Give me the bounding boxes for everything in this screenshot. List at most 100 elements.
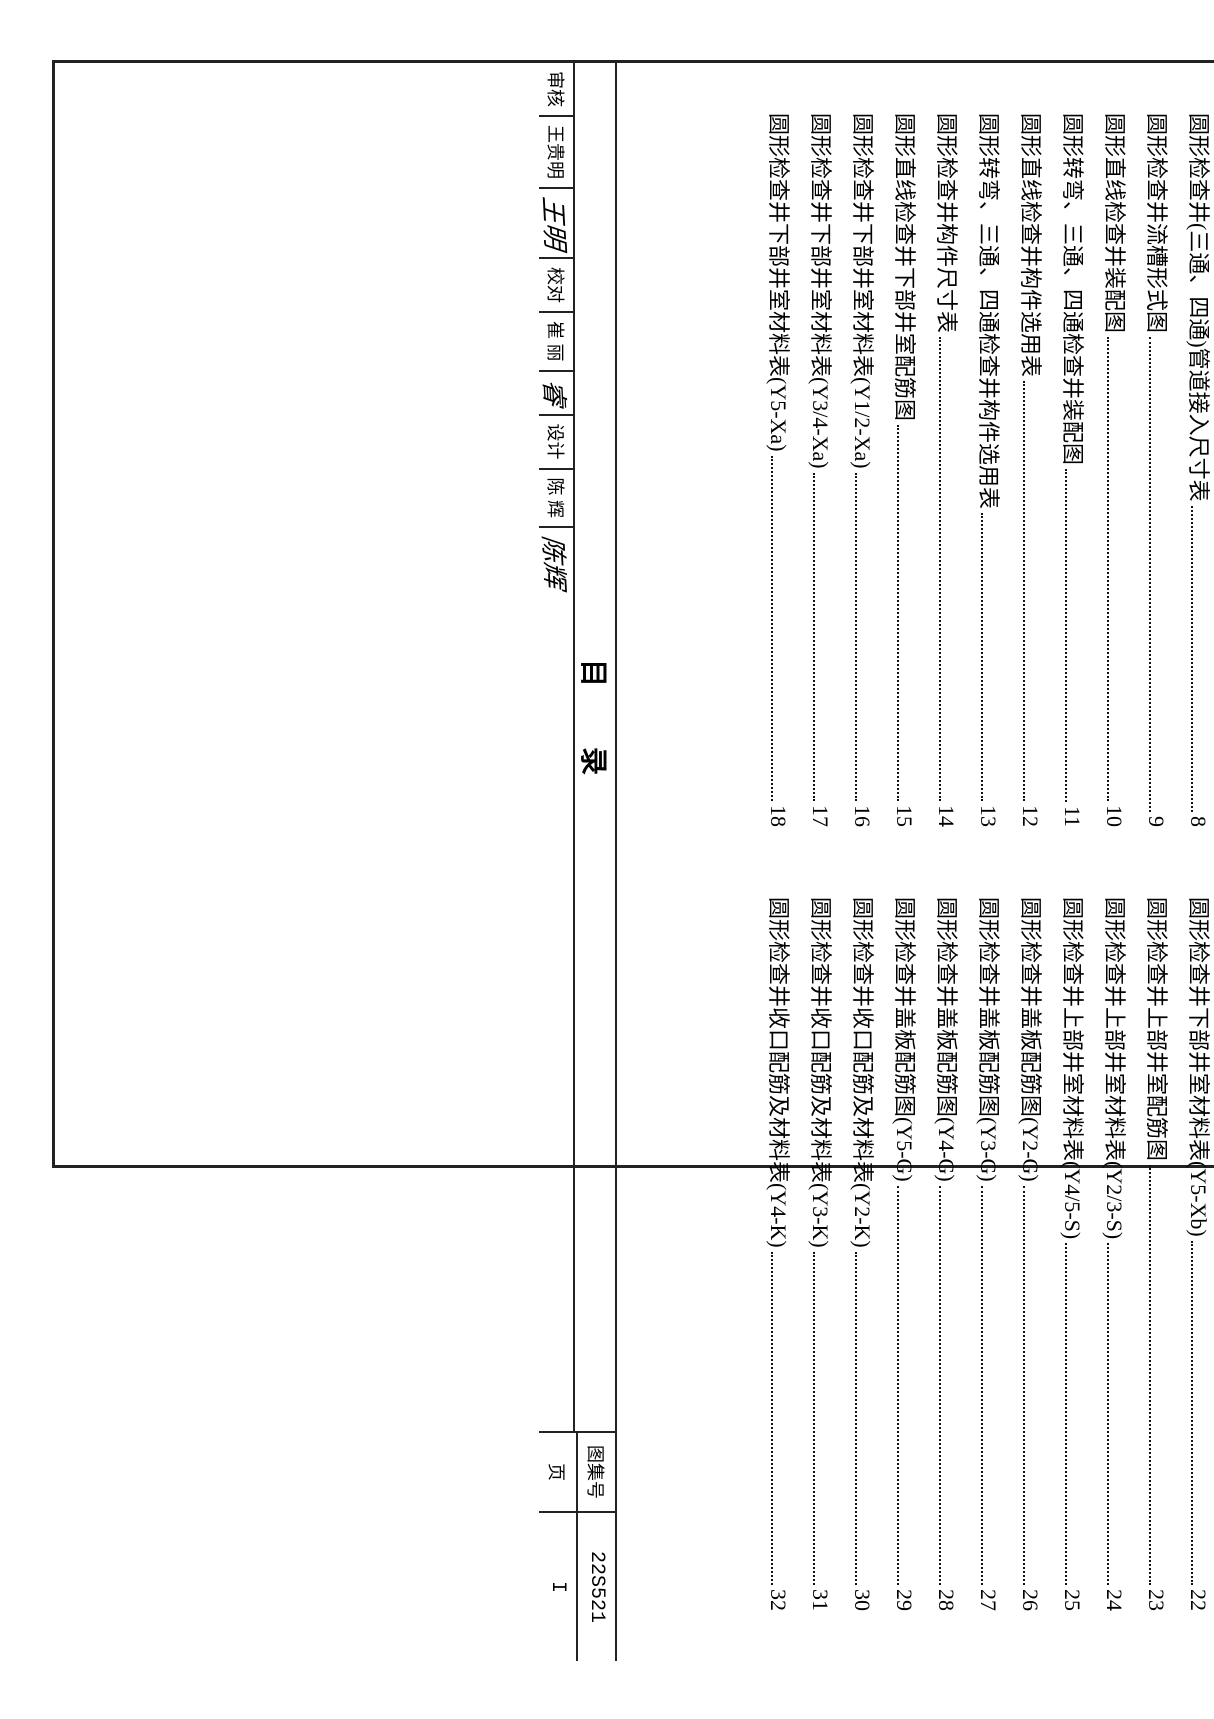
toc-page: 14 bbox=[933, 805, 959, 827]
toc-line: 圆形转弯、三通、四通检查井装配图 11 bbox=[1058, 113, 1090, 827]
toc-text: 圆形检查井下部井室材料表(Y5-Xb) bbox=[1184, 897, 1214, 1237]
toc-text: 圆形检查井收口配筋及材料表(Y4-K) bbox=[764, 897, 796, 1248]
toc-text: 圆形直线检查井下部井室配筋图 bbox=[890, 113, 922, 421]
toc-line: 圆形检查井收口配筋及材料表(Y4-K) 32 bbox=[764, 897, 796, 1611]
toc-text: 圆形直线检查井装配图 bbox=[1100, 113, 1132, 333]
toc-text: 圆形检查井(三通、四通)管道接入尺寸表 bbox=[1184, 113, 1214, 502]
toc-page: 26 bbox=[1017, 1589, 1043, 1611]
footer-role: 设计 bbox=[539, 416, 573, 470]
footer-sign-row: 审核王贵明王明校对崔 丽睿设计陈 辉陈辉 bbox=[539, 63, 573, 1431]
toc-page: 8 bbox=[1185, 816, 1211, 827]
toc-page: 27 bbox=[975, 1589, 1001, 1611]
toc-page: 31 bbox=[807, 1589, 833, 1611]
toc-line: 圆形检查井盖板配筋图(Y4-G) 28 bbox=[932, 897, 964, 1611]
toc-text: 圆形检查井上部井室材料表(Y4/5-S) bbox=[1058, 897, 1090, 1239]
toc-line: 圆形检查井上部井室材料表(Y2/3-S) 24 bbox=[1100, 897, 1132, 1611]
toc-line: 圆形检查井收口配筋及材料表(Y2-K)30 bbox=[848, 897, 880, 1611]
toc-line: 圆形检查井盖板配筋图(Y3-G) 27 bbox=[974, 897, 1006, 1611]
toc-page: 25 bbox=[1059, 1589, 1085, 1611]
footer-sign-name: 陈 辉 bbox=[539, 470, 573, 529]
toc-dots bbox=[771, 1252, 773, 1585]
toc-page: 23 bbox=[1143, 1589, 1169, 1611]
toc-dots bbox=[1023, 381, 1025, 801]
toc-text: 圆形检查井下部井室材料表(Y5-Xa) bbox=[764, 113, 796, 452]
toc-dots bbox=[1023, 1186, 1025, 1585]
toc-col-right: 圆形转弯、三通、四通检查井下部井室配筋图19圆形检查井下部井室材料表(Y1/2-… bbox=[754, 897, 1214, 1611]
toc-text: 圆形检查井收口配筋及材料表(Y3-K) bbox=[806, 897, 838, 1248]
toc-line: 圆形检查井下部井室材料表(Y1/2-Xa) 16 bbox=[848, 113, 880, 827]
toc-dots bbox=[1107, 337, 1109, 801]
toc-dots bbox=[897, 1186, 899, 1585]
toc-columns: 编制说明1圆形检查井圆形检查井(直线、转弯、三通)管道接入尺寸表7圆形检查井(三… bbox=[754, 113, 1214, 1611]
toc-page: 28 bbox=[933, 1589, 959, 1611]
toc-page: 22 bbox=[1185, 1589, 1211, 1611]
toc-dots bbox=[981, 513, 983, 801]
toc-page: 10 bbox=[1101, 805, 1127, 827]
toc-text: 圆形检查井流槽形式图 bbox=[1142, 113, 1174, 333]
toc-dots bbox=[855, 473, 857, 801]
toc-text: 圆形检查井收口配筋及材料表(Y2-K) bbox=[848, 897, 880, 1248]
toc-text: 圆形直线检查井构件选用表 bbox=[1016, 113, 1048, 377]
toc-line: 圆形直线检查井下部井室配筋图 15 bbox=[890, 113, 922, 827]
toc-dots bbox=[855, 1252, 857, 1585]
toc-dots bbox=[771, 456, 773, 801]
body: 目录 编制说明1圆形检查井圆形检查井(直线、转弯、三通)管道接入尺寸表7圆形检查… bbox=[617, 63, 1214, 1661]
toc-text: 圆形检查井下部井室材料表(Y1/2-Xa) bbox=[848, 113, 880, 469]
toc-dots bbox=[1065, 469, 1067, 802]
toc-line: 圆形检查井收口配筋及材料表(Y3-K) 31 bbox=[806, 897, 838, 1611]
footer-atlas-val: 22S521 bbox=[578, 1513, 615, 1661]
footer-sign-name: 王贵明 bbox=[539, 117, 573, 189]
toc-text: 圆形转弯、三通、四通检查井构件选用表 bbox=[974, 113, 1006, 509]
toc-page: 29 bbox=[891, 1589, 917, 1611]
footer-page-val: I bbox=[539, 1513, 576, 1661]
toc-page: 24 bbox=[1101, 1589, 1127, 1611]
toc-line: 圆形检查井盖板配筋图(Y5-G) 29 bbox=[890, 897, 922, 1611]
footer-role: 审核 bbox=[539, 63, 573, 117]
toc-page: 15 bbox=[891, 805, 917, 827]
toc-line: 圆形检查井构件尺寸表 14 bbox=[932, 113, 964, 827]
toc-page: 9 bbox=[1143, 816, 1169, 827]
toc-line: 圆形检查井流槽形式图 9 bbox=[1142, 113, 1174, 827]
toc-page: 32 bbox=[765, 1589, 791, 1611]
toc-page: 18 bbox=[765, 805, 791, 827]
toc-line: 圆形检查井盖板配筋图(Y2-G)26 bbox=[1016, 897, 1048, 1611]
footer-page-label: 页 bbox=[539, 1433, 576, 1513]
toc-page: 12 bbox=[1017, 805, 1043, 827]
page-frame: 预制装配式混凝土检查井 主编单位 北京市市政工程研究院 中国建筑标准设计研究院（… bbox=[52, 60, 1214, 1168]
toc-line: 圆形检查井下部井室材料表(Y5-Xb) 22 bbox=[1184, 897, 1214, 1611]
toc-dots bbox=[981, 1186, 983, 1585]
footer-sign-name: 崔 丽 bbox=[539, 313, 573, 372]
footer-atlas-label: 图集号 bbox=[578, 1433, 615, 1513]
signature: 睿 bbox=[537, 378, 575, 407]
signature: 陈辉 bbox=[536, 534, 576, 590]
toc-dots bbox=[1065, 1243, 1067, 1585]
toc-dots bbox=[1149, 337, 1151, 812]
toc-text: 圆形检查井上部井室材料表(Y2/3-S) bbox=[1100, 897, 1132, 1239]
toc-col-left: 编制说明1圆形检查井圆形检查井(直线、转弯、三通)管道接入尺寸表7圆形检查井(三… bbox=[754, 113, 1214, 827]
toc-dots bbox=[939, 1186, 941, 1585]
toc-text: 圆形转弯、三通、四通检查井装配图 bbox=[1058, 113, 1090, 465]
toc-text: 圆形检查井盖板配筋图(Y5-G) bbox=[890, 897, 922, 1182]
toc-line: 圆形直线检查井构件选用表 12 bbox=[1016, 113, 1048, 827]
toc-text: 圆形检查井上部井室配筋图 bbox=[1142, 897, 1174, 1161]
toc-dots bbox=[813, 1252, 815, 1585]
footer-sign-name: 王明 bbox=[539, 189, 573, 259]
footer: 目录 审核王贵明王明校对崔 丽睿设计陈 辉陈辉 图集号 22S521 页 I bbox=[539, 63, 617, 1661]
toc-line: 圆形直线检查井装配图 10 bbox=[1100, 113, 1132, 827]
toc-line: 圆形检查井(三通、四通)管道接入尺寸表 8 bbox=[1184, 113, 1214, 827]
toc-dots bbox=[813, 473, 815, 801]
toc-dots bbox=[897, 425, 899, 801]
toc-page: 16 bbox=[849, 805, 875, 827]
footer-sign-name: 陈辉 bbox=[539, 528, 573, 596]
footer-role: 校对 bbox=[539, 259, 573, 313]
toc-page: 13 bbox=[975, 805, 1001, 827]
toc-line: 圆形检查井下部井室材料表(Y3/4-Xa)17 bbox=[806, 113, 838, 827]
toc-text: 圆形检查井盖板配筋图(Y4-G) bbox=[932, 897, 964, 1182]
toc-text: 圆形检查井盖板配筋图(Y3-G) bbox=[974, 897, 1006, 1182]
toc-text: 圆形检查井构件尺寸表 bbox=[932, 113, 964, 333]
toc-page: 17 bbox=[807, 805, 833, 827]
signature: 王明 bbox=[536, 195, 576, 251]
toc-dots bbox=[1191, 506, 1193, 812]
toc-page: 11 bbox=[1059, 806, 1085, 827]
toc-dots bbox=[939, 337, 941, 801]
